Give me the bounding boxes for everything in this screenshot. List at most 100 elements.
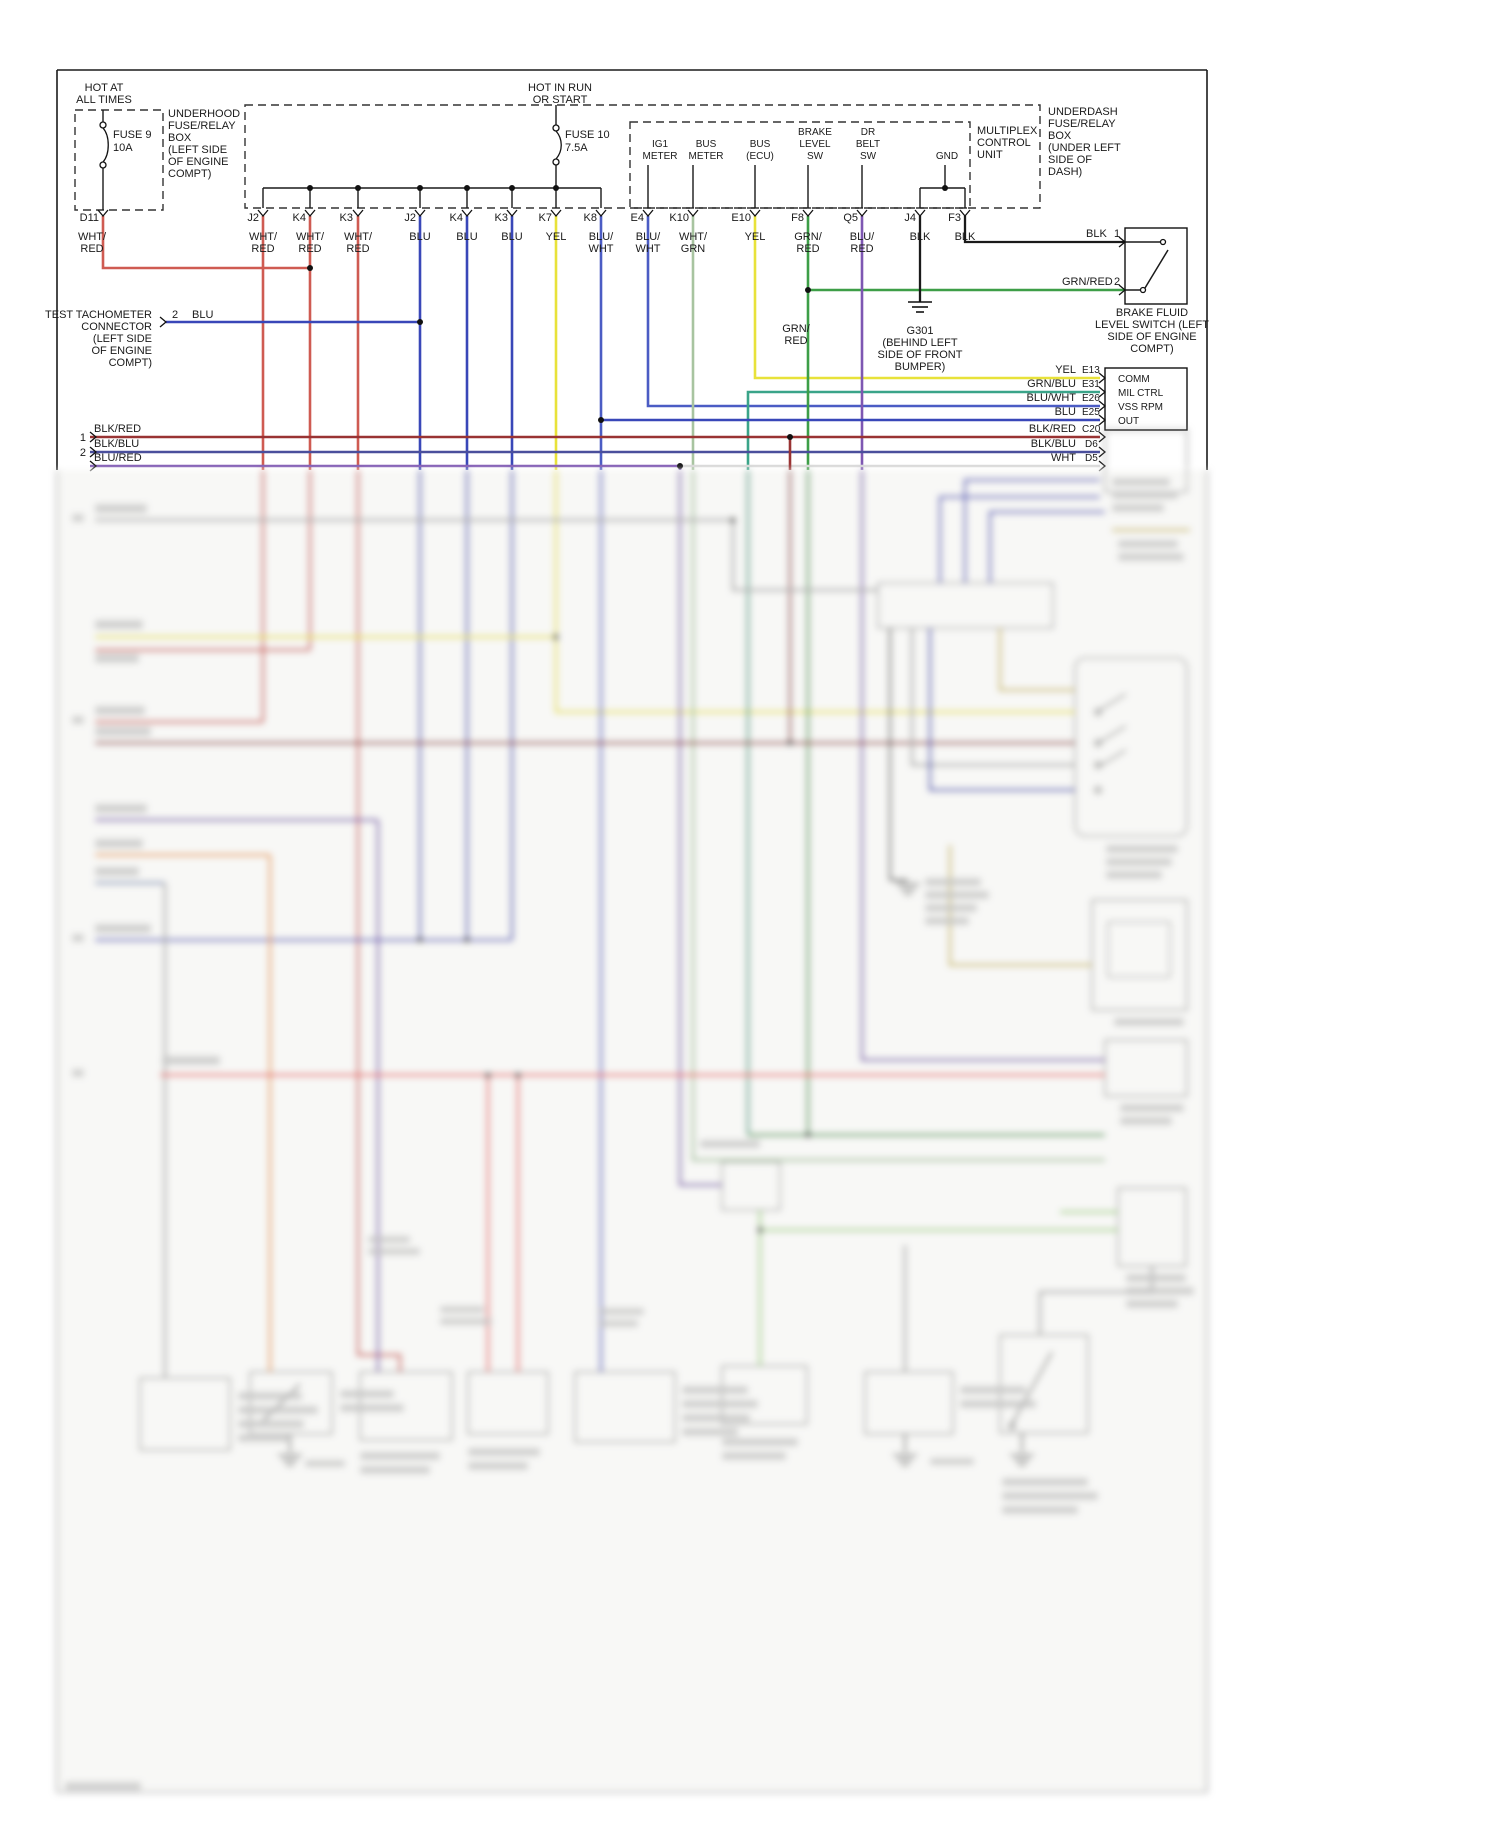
label: E25 (1082, 407, 1100, 418)
component-box (1124, 227, 1188, 305)
label: BLU (456, 231, 477, 243)
label: OR START (533, 94, 588, 106)
blurred-text (368, 1236, 410, 1243)
connector-icon (1118, 284, 1127, 296)
wire (998, 628, 1075, 692)
blurred-text (1114, 1018, 1184, 1026)
blurred-text (1106, 858, 1172, 866)
junction-dot (757, 1227, 763, 1233)
label: E13 (1082, 365, 1100, 376)
junction-dot (485, 1072, 491, 1078)
junction-dot (509, 185, 515, 191)
label: RED (251, 243, 274, 255)
blurred-text (95, 727, 151, 736)
label: GRN/ (794, 231, 822, 243)
label: J2 (404, 212, 416, 224)
blurred-text (925, 917, 969, 925)
label: WHT/ (344, 231, 373, 243)
wire (1144, 249, 1169, 289)
blurred-text (1002, 1478, 1088, 1486)
label: IG1 (652, 139, 669, 150)
blurred-text (95, 620, 143, 629)
connector-icon (352, 209, 364, 218)
label: 2 (172, 309, 178, 321)
label: WHT/ (679, 231, 708, 243)
wire (963, 216, 1125, 244)
connector-icon (1098, 414, 1107, 426)
label: WHT/ (296, 231, 325, 243)
label: 2 (1114, 276, 1120, 288)
component-box (574, 1371, 676, 1443)
connector-icon (461, 209, 473, 218)
label: E10 (731, 212, 751, 224)
label: C20 (1082, 424, 1101, 435)
label: OUT (1118, 416, 1139, 427)
fuse-icon (99, 121, 107, 129)
label: LEVEL (799, 139, 831, 150)
label: 10A (113, 142, 133, 154)
label: BLK/BLU (1031, 438, 1076, 450)
blurred-text (95, 654, 139, 663)
label: BLU/ (636, 231, 661, 243)
blurred-text (360, 1466, 430, 1474)
label: BLU (1055, 406, 1076, 418)
contact-icon (1094, 739, 1102, 747)
blurred-text (722, 1452, 786, 1460)
component-box (139, 1377, 231, 1451)
junction-dot (464, 937, 470, 943)
component-box (1107, 921, 1171, 978)
label: WHT/ (78, 231, 107, 243)
label: BUS (696, 139, 717, 150)
junction-dot (598, 417, 604, 423)
blurred-text (1112, 504, 1164, 512)
junction-dot (677, 463, 683, 469)
label: G301 (907, 325, 934, 337)
blurred-text (368, 1248, 420, 1255)
label: K7 (539, 212, 552, 224)
contact-icon (1094, 761, 1102, 769)
fuse-icon (99, 161, 107, 169)
connector-icon (914, 209, 926, 218)
label: BELT (856, 139, 880, 150)
junction-dot (805, 287, 811, 293)
label: BOX (1048, 130, 1072, 142)
label: D6 (1085, 439, 1098, 450)
label: GRN/RED (1062, 276, 1113, 288)
label: BUS (750, 139, 771, 150)
wire (678, 470, 722, 1187)
blurred-text (95, 804, 147, 813)
label: RED (796, 243, 819, 255)
blurred-text (682, 1386, 748, 1394)
label: RED (80, 243, 103, 255)
wire (753, 216, 1100, 380)
connector-icon (89, 431, 98, 443)
contact-icon (1139, 286, 1147, 294)
label: COMM (1118, 374, 1150, 385)
blurred-text (700, 1140, 760, 1148)
label: (ECU) (746, 151, 774, 162)
label: OF ENGINE (91, 345, 152, 357)
blurred-text (598, 1320, 638, 1327)
connector-icon (856, 209, 868, 218)
wire (101, 216, 310, 270)
connector-icon (159, 316, 168, 328)
connector-icon (749, 209, 761, 218)
wire (963, 478, 1100, 583)
junction-dot (417, 937, 423, 943)
connector-icon (687, 209, 699, 218)
label: RED (298, 243, 321, 255)
blurred-text (1120, 1117, 1172, 1125)
wire (746, 390, 1100, 470)
label: K8 (584, 212, 597, 224)
blurred-text (682, 1428, 738, 1436)
connector-icon (89, 446, 98, 458)
fuse-icon (552, 124, 560, 132)
label: (LEFT SIDE (93, 333, 152, 345)
blurred-text (925, 878, 981, 886)
junction-dot (553, 185, 559, 191)
label: E26 (1082, 393, 1100, 404)
fuse-icon (102, 127, 109, 163)
blurred-text (1118, 540, 1178, 548)
